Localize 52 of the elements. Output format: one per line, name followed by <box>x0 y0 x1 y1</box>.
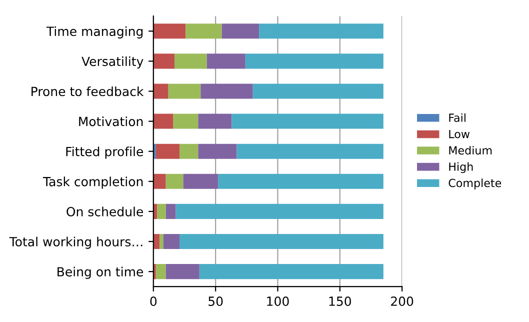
bar <box>157 204 166 219</box>
bar <box>180 234 384 250</box>
y-tick-label: Motivation <box>79 116 143 126</box>
bar <box>232 114 384 129</box>
bar <box>259 24 384 39</box>
bar <box>166 204 176 219</box>
legend-label: High <box>449 162 473 174</box>
bar <box>168 84 201 99</box>
bar <box>166 264 200 280</box>
bar <box>198 114 232 129</box>
bar <box>245 54 384 69</box>
bar <box>153 24 186 39</box>
x-tick-label: 150 <box>329 296 351 306</box>
y-tick-label: Total working hours… <box>9 236 142 249</box>
bar <box>153 114 174 129</box>
bar <box>180 144 198 159</box>
bar <box>199 264 384 280</box>
bar <box>198 144 237 159</box>
bar <box>156 264 166 280</box>
bar <box>236 144 384 159</box>
y-tick-label: Time managing <box>46 26 143 38</box>
bar <box>153 54 175 69</box>
bar <box>153 84 168 99</box>
bar <box>173 114 198 129</box>
y-tick-label: Fitted profile <box>66 146 144 159</box>
x-tick-label: 0 <box>150 296 157 306</box>
bar <box>163 234 180 250</box>
x-tick-label: 50 <box>208 296 223 306</box>
bar <box>156 144 180 159</box>
bar <box>166 174 184 189</box>
bar <box>183 174 218 189</box>
y-tick-label: On schedule <box>66 206 144 216</box>
bar <box>174 54 207 69</box>
bar <box>200 84 253 99</box>
legend-label: Medium <box>449 146 492 155</box>
legend-label: Complete <box>448 178 502 190</box>
legend-label: Low <box>449 130 470 138</box>
x-tick-label: 100 <box>267 296 289 306</box>
bar <box>252 84 384 99</box>
y-tick-label: Being on time <box>58 266 144 279</box>
bar <box>153 174 166 189</box>
bar <box>186 24 222 39</box>
y-tick-label: Prone to feedback <box>32 86 144 96</box>
y-tick-label: Task completion <box>42 176 143 189</box>
bar <box>206 54 246 69</box>
y-tick-label: Versatility <box>82 56 144 69</box>
legend-label: Fail <box>449 113 466 122</box>
bar <box>176 204 384 219</box>
bar <box>218 174 384 189</box>
bar <box>222 24 260 39</box>
x-tick-label: 200 <box>391 296 414 306</box>
bar <box>160 234 164 250</box>
